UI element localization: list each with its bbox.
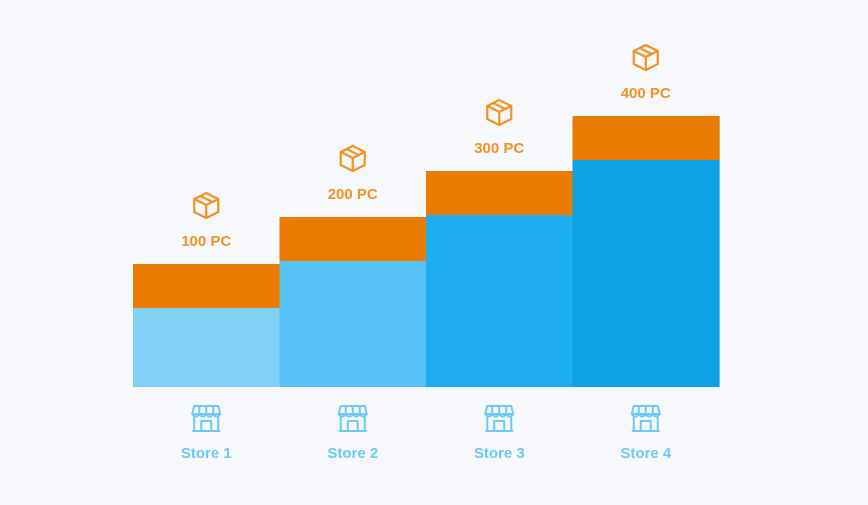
bar-4 bbox=[572, 116, 720, 387]
store-icon bbox=[630, 405, 661, 432]
value-label-2: 200 PC bbox=[328, 186, 378, 203]
box-icon bbox=[339, 144, 366, 173]
value-label-1: 100 PC bbox=[181, 233, 231, 250]
store-icon bbox=[191, 405, 222, 432]
category-label-2: Store 2 bbox=[327, 445, 378, 462]
bar-cap-2 bbox=[279, 217, 427, 261]
bar-cap-1 bbox=[133, 264, 281, 308]
category-label-4: Store 4 bbox=[620, 445, 672, 462]
box-icon bbox=[486, 98, 513, 127]
bar-cap-3 bbox=[426, 171, 574, 215]
bar-cap-4 bbox=[572, 116, 720, 160]
value-label-4: 400 PC bbox=[621, 85, 671, 102]
store-icon bbox=[337, 405, 368, 432]
store-icon bbox=[484, 405, 515, 432]
box-icon bbox=[193, 191, 220, 220]
value-label-3: 300 PC bbox=[474, 140, 524, 157]
box-icon bbox=[632, 43, 659, 72]
category-label-1: Store 1 bbox=[181, 445, 232, 462]
category-label-3: Store 3 bbox=[474, 445, 525, 462]
